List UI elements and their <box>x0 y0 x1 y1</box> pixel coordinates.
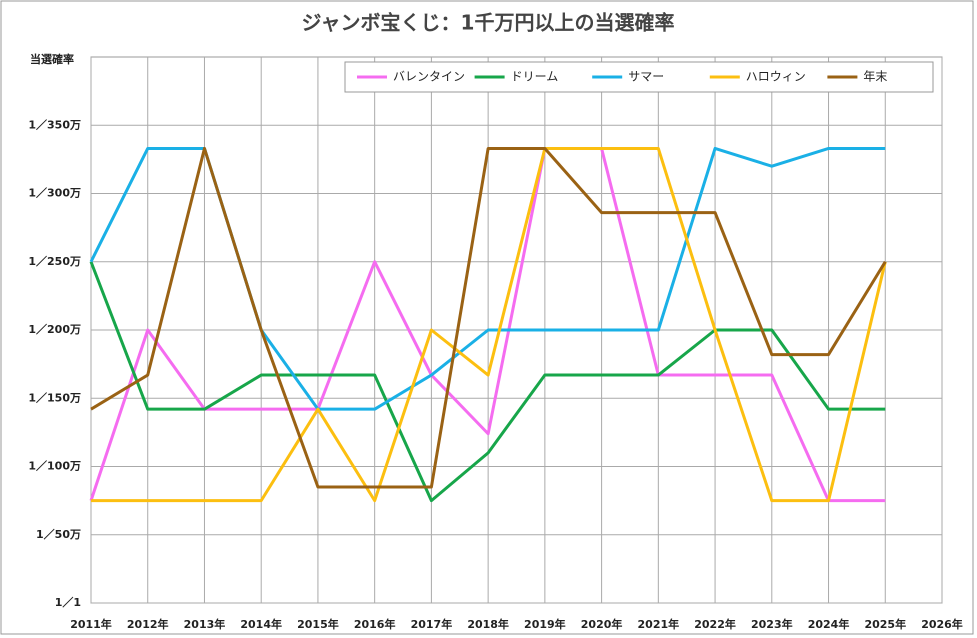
x-tick-label: 2012年 <box>127 617 169 631</box>
x-tick-label: 2020年 <box>581 617 623 631</box>
y-tick-label: 1／150万 <box>28 391 81 404</box>
x-tick-label: 2019年 <box>524 617 566 631</box>
x-tick-label: 2026年 <box>921 617 963 631</box>
y-tick-label: 1／100万 <box>28 460 81 473</box>
y-tick-label: 1／250万 <box>28 255 81 268</box>
legend-label: 年末 <box>863 70 887 84</box>
y-tick-label: 1／50万 <box>36 528 81 541</box>
x-tick-label: 2021年 <box>638 617 680 631</box>
legend-label: ハロウィン <box>746 70 806 84</box>
y-tick-label: 1／200万 <box>28 323 81 336</box>
x-tick-label: 2018年 <box>467 617 509 631</box>
legend-label: バレンタイン <box>393 70 465 84</box>
legend-label: サマー <box>628 70 664 84</box>
chart-title: ジャンボ宝くじ：1千万円以上の当選確率 <box>302 11 675 35</box>
x-tick-label: 2022年 <box>694 617 736 631</box>
x-tick-label: 2016年 <box>354 617 396 631</box>
x-tick-label: 2023年 <box>751 617 793 631</box>
x-tick-label: 2011年 <box>70 617 112 631</box>
y-tick-label: 1／300万 <box>28 187 81 200</box>
x-tick-label: 2017年 <box>411 617 453 631</box>
series-line <box>89 261 886 503</box>
y-tick-label: 1／1 <box>55 596 81 609</box>
x-tick-label: 2025年 <box>864 617 906 631</box>
y-axis-label: 当選確率 <box>30 52 74 66</box>
x-tick-label: 2024年 <box>808 617 850 631</box>
x-tick-label: 2015年 <box>297 617 339 631</box>
legend-label: ドリーム <box>511 70 559 84</box>
x-tick-label: 2013年 <box>184 617 226 631</box>
series-line <box>89 146 886 503</box>
x-tick-label: 2014年 <box>240 617 282 631</box>
y-tick-label: 1／350万 <box>28 118 81 131</box>
series-line <box>90 146 887 489</box>
series-line <box>91 146 887 503</box>
